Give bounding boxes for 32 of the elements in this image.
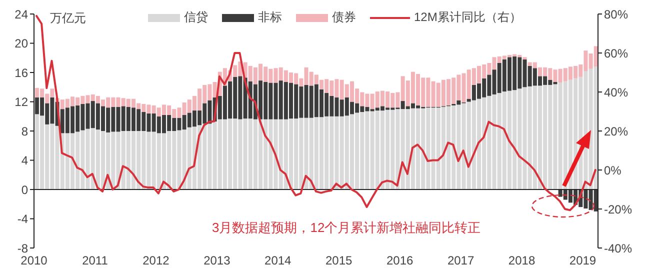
x-tick-label: 2014 — [264, 254, 292, 268]
legend-label: 非标 — [258, 9, 282, 26]
annotation: 3月数据超预期，12个月累计新增社融同比转正 — [212, 219, 481, 237]
y-tick-label: 0 — [21, 182, 28, 197]
y-axis-title: 万亿元 — [50, 10, 86, 27]
y-tick-label: 4 — [21, 154, 28, 168]
y-tick-label: -8 — [17, 241, 28, 256]
x-tick-label: 2015 — [326, 254, 353, 268]
y2-tick-label: 0% — [604, 163, 622, 178]
legend-label: 信贷 — [184, 9, 208, 26]
y-tick-label: 8 — [21, 124, 28, 138]
y2-tick-label: 60% — [604, 46, 628, 60]
y-tick-label: 24 — [14, 7, 28, 22]
y2-tick-label: 20% — [604, 124, 628, 138]
x-tick-label: 2012 — [142, 254, 170, 268]
x-tick-label: 2018 — [508, 254, 536, 268]
y2-tick-label: 80% — [604, 7, 628, 22]
y-tick-label: -4 — [17, 212, 28, 226]
x-tick-label: 2016 — [386, 254, 414, 268]
legend-label: 12M累计同比（右） — [414, 9, 522, 26]
x-tick-label: 2013 — [204, 254, 231, 268]
y2-tick-label: -20% — [604, 202, 632, 216]
y-tick-label: 12 — [14, 95, 28, 110]
y-tick-label: 20 — [14, 36, 28, 51]
x-tick-label: 2010 — [20, 254, 48, 268]
x-tick-label: 2019 — [569, 254, 596, 268]
x-tick-label: 2011 — [82, 254, 108, 268]
y-tick-label: 16 — [14, 66, 28, 80]
legend-label: 债券 — [332, 9, 356, 26]
y2-tick-label: -40% — [604, 241, 632, 256]
x-tick-label: 2017 — [447, 254, 474, 268]
y2-tick-label: 40% — [604, 85, 628, 100]
